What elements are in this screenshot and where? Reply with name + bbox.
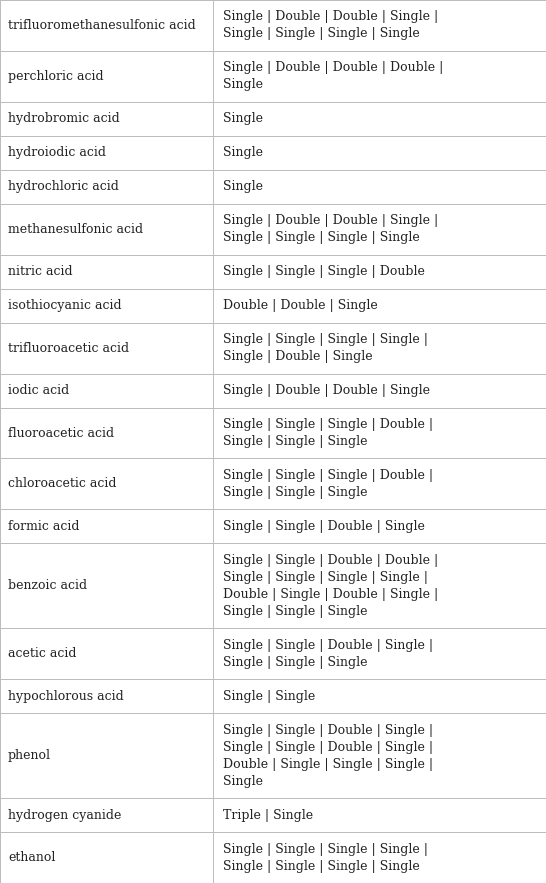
Text: iodic acid: iodic acid bbox=[8, 384, 69, 397]
Text: Double | Single | Single | Single |: Double | Single | Single | Single | bbox=[223, 758, 433, 771]
Text: Single | Single | Single | Single: Single | Single | Single | Single bbox=[223, 231, 420, 245]
Text: fluoroacetic acid: fluoroacetic acid bbox=[8, 426, 114, 440]
Text: Single | Single | Single: Single | Single | Single bbox=[223, 486, 367, 499]
Text: Single | Single | Single | Single |: Single | Single | Single | Single | bbox=[223, 570, 428, 584]
Text: hydrochloric acid: hydrochloric acid bbox=[8, 180, 119, 193]
Text: hypochlorous acid: hypochlorous acid bbox=[8, 690, 124, 703]
Text: Triple | Single: Triple | Single bbox=[223, 809, 313, 821]
Text: trifluoromethanesulfonic acid: trifluoromethanesulfonic acid bbox=[8, 19, 196, 32]
Text: isothiocyanic acid: isothiocyanic acid bbox=[8, 299, 122, 313]
Text: Double | Single | Double | Single |: Double | Single | Double | Single | bbox=[223, 588, 438, 600]
Text: Single | Single: Single | Single bbox=[223, 690, 315, 703]
Text: Single | Single | Single: Single | Single | Single bbox=[223, 605, 367, 618]
Text: nitric acid: nitric acid bbox=[8, 265, 73, 278]
Text: Single | Double | Double | Single: Single | Double | Double | Single bbox=[223, 384, 430, 397]
Text: perchloric acid: perchloric acid bbox=[8, 70, 104, 83]
Text: trifluoroacetic acid: trifluoroacetic acid bbox=[8, 342, 129, 355]
Text: Single: Single bbox=[223, 180, 263, 193]
Text: hydrogen cyanide: hydrogen cyanide bbox=[8, 809, 121, 821]
Text: Single | Single | Single | Single |: Single | Single | Single | Single | bbox=[223, 333, 428, 346]
Text: Single | Single | Single | Double: Single | Single | Single | Double bbox=[223, 265, 425, 278]
Text: Single: Single bbox=[223, 79, 263, 92]
Text: formic acid: formic acid bbox=[8, 520, 80, 533]
Text: Single | Single | Single: Single | Single | Single bbox=[223, 656, 367, 668]
Text: Single | Single | Single | Double |: Single | Single | Single | Double | bbox=[223, 469, 433, 482]
Text: Single | Single | Single | Single: Single | Single | Single | Single bbox=[223, 859, 420, 872]
Text: Single | Single | Double | Single |: Single | Single | Double | Single | bbox=[223, 638, 433, 652]
Text: Single | Double | Double | Single |: Single | Double | Double | Single | bbox=[223, 11, 438, 24]
Text: Single | Single | Single | Single |: Single | Single | Single | Single | bbox=[223, 842, 428, 856]
Text: ethanol: ethanol bbox=[8, 851, 55, 864]
Text: methanesulfonic acid: methanesulfonic acid bbox=[8, 223, 143, 236]
Text: Single | Single | Double | Single: Single | Single | Double | Single bbox=[223, 520, 425, 533]
Text: Single | Single | Double | Single |: Single | Single | Double | Single | bbox=[223, 724, 433, 736]
Text: acetic acid: acetic acid bbox=[8, 647, 76, 660]
Text: Single: Single bbox=[223, 774, 263, 788]
Text: Single | Double | Double | Single |: Single | Double | Double | Single | bbox=[223, 215, 438, 227]
Text: Single | Single | Double | Double |: Single | Single | Double | Double | bbox=[223, 554, 438, 567]
Text: chloroacetic acid: chloroacetic acid bbox=[8, 478, 116, 490]
Text: Single | Single | Single | Double |: Single | Single | Single | Double | bbox=[223, 418, 433, 431]
Text: Single | Single | Single | Single: Single | Single | Single | Single bbox=[223, 27, 420, 41]
Text: Single: Single bbox=[223, 112, 263, 125]
Text: benzoic acid: benzoic acid bbox=[8, 579, 87, 592]
Text: Single | Double | Double | Double |: Single | Double | Double | Double | bbox=[223, 62, 443, 74]
Text: Single | Single | Single: Single | Single | Single bbox=[223, 435, 367, 448]
Text: Single | Double | Single: Single | Double | Single bbox=[223, 350, 372, 363]
Text: Single: Single bbox=[223, 147, 263, 159]
Text: hydroiodic acid: hydroiodic acid bbox=[8, 147, 106, 159]
Text: Single | Single | Double | Single |: Single | Single | Double | Single | bbox=[223, 741, 433, 754]
Text: Double | Double | Single: Double | Double | Single bbox=[223, 299, 378, 313]
Text: hydrobromic acid: hydrobromic acid bbox=[8, 112, 120, 125]
Text: phenol: phenol bbox=[8, 749, 51, 762]
